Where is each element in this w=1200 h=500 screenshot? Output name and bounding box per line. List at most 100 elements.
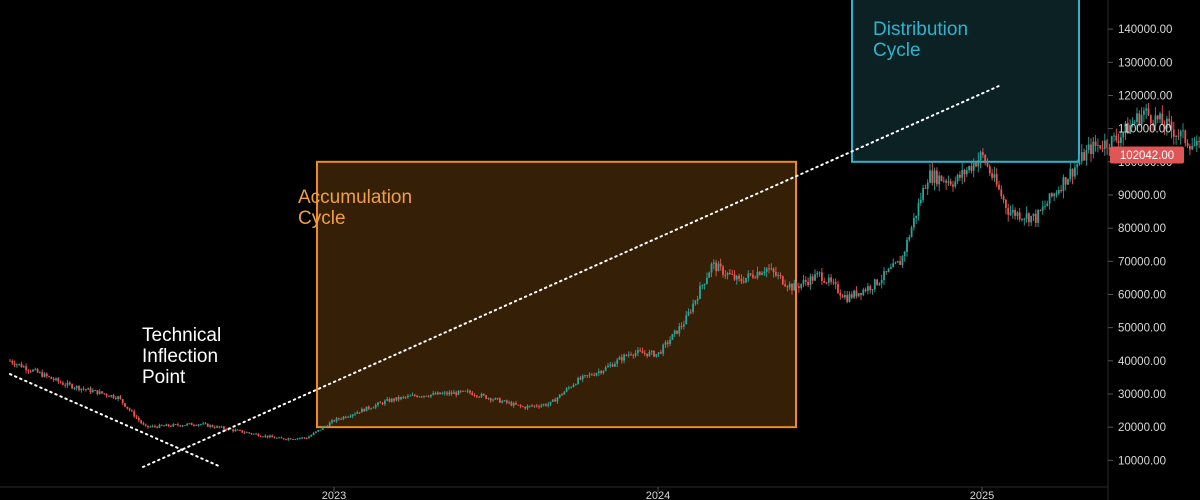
candle-body [954, 181, 957, 187]
candle-body [147, 425, 149, 428]
candle-body [910, 227, 913, 238]
price-tick-label: 110000.00 [1118, 124, 1172, 136]
candle-body [273, 437, 276, 439]
candle-body [34, 369, 37, 370]
candle-body [524, 406, 527, 409]
candle-body [512, 402, 515, 406]
candle-body [32, 369, 34, 372]
accumulation-cycle-box [316, 160, 797, 429]
candle-body [965, 170, 968, 175]
candle-body [825, 282, 828, 284]
candle-body [372, 407, 375, 409]
inflection-annotation: Technical Inflection Point [142, 325, 221, 388]
candle-body [903, 252, 906, 256]
candle-body [464, 390, 467, 392]
candle-body [149, 426, 152, 428]
candle-body [1182, 130, 1184, 132]
candle-body [625, 354, 628, 356]
candle-body [770, 268, 773, 270]
candle-body [1154, 115, 1157, 126]
distribution-label-line-2: Cycle [873, 40, 921, 61]
candle-body [689, 311, 692, 313]
candle-body [264, 435, 267, 437]
candle-body [436, 392, 439, 395]
candle-body [409, 395, 412, 397]
candle-body [648, 351, 651, 357]
candle-body [919, 199, 922, 204]
candle-body [450, 392, 453, 394]
candle-body [706, 277, 708, 284]
candle-body [669, 339, 671, 344]
candle-body [25, 366, 27, 371]
candle-body [890, 267, 892, 269]
candle-body [703, 283, 706, 286]
candle-body [1163, 124, 1166, 129]
time-tick-label: 2024 [646, 490, 670, 500]
candle-body [581, 375, 584, 380]
uptrend-dotted-line [142, 84, 1001, 468]
candle-body [324, 426, 326, 428]
candle-body [1094, 141, 1097, 146]
candle-body [869, 286, 872, 290]
candle-body [393, 398, 395, 401]
candle-body [650, 350, 653, 352]
candle-body [427, 396, 430, 398]
candle-body [533, 405, 536, 407]
candle-body [204, 423, 207, 425]
candle-body [381, 402, 384, 405]
candle-body [386, 398, 389, 401]
candle-body [1122, 132, 1125, 138]
candle-body [370, 408, 372, 410]
distribution-annotation: Distribution Cycle [873, 19, 968, 61]
candle-body [694, 300, 697, 304]
price-tick-label: 30000.00 [1118, 389, 1166, 401]
candle-body [549, 401, 552, 405]
candle-body [492, 399, 494, 401]
candle-body [986, 163, 989, 167]
candle-body [16, 364, 18, 366]
candle-body [282, 438, 285, 440]
candle-body [128, 408, 131, 411]
candle-body [1126, 122, 1129, 134]
candle-body [1005, 199, 1007, 208]
candle-body [662, 344, 665, 354]
candle-body [305, 437, 308, 439]
candle-body [202, 423, 205, 425]
candle-body [1152, 123, 1154, 126]
candle-body [887, 268, 890, 273]
candle-body [117, 396, 119, 399]
price-tick-label: 20000.00 [1118, 422, 1166, 434]
candle-body [735, 275, 738, 280]
candle-body [517, 404, 520, 406]
candle-body [384, 400, 386, 405]
candle-body [1030, 215, 1033, 223]
candle-body [646, 353, 648, 357]
candle-body [140, 420, 142, 424]
candle-body [602, 370, 605, 374]
candle-body [729, 272, 731, 275]
candle-body [250, 433, 253, 435]
candle-body [197, 424, 200, 426]
candle-body [174, 424, 177, 425]
candle-body [1106, 140, 1108, 148]
candle-body [998, 184, 1000, 190]
candle-body [837, 284, 839, 293]
candle-body [535, 405, 538, 407]
candle-body [1025, 213, 1028, 219]
candle-body [1131, 123, 1134, 126]
candle-body [98, 391, 101, 395]
candle-body [1166, 118, 1168, 129]
candle-body [361, 408, 363, 413]
candle-body [809, 276, 812, 286]
candle-body [315, 431, 317, 433]
candle-body [1064, 177, 1067, 185]
candle-body [78, 386, 80, 391]
candle-body [1053, 193, 1056, 197]
price-tick-label: 90000.00 [1118, 190, 1166, 202]
candle-body [420, 396, 423, 398]
candle-body [232, 429, 234, 432]
candle-body [749, 273, 752, 275]
candle-body [441, 393, 444, 395]
candle-body [425, 395, 428, 397]
candle-body [584, 375, 586, 376]
